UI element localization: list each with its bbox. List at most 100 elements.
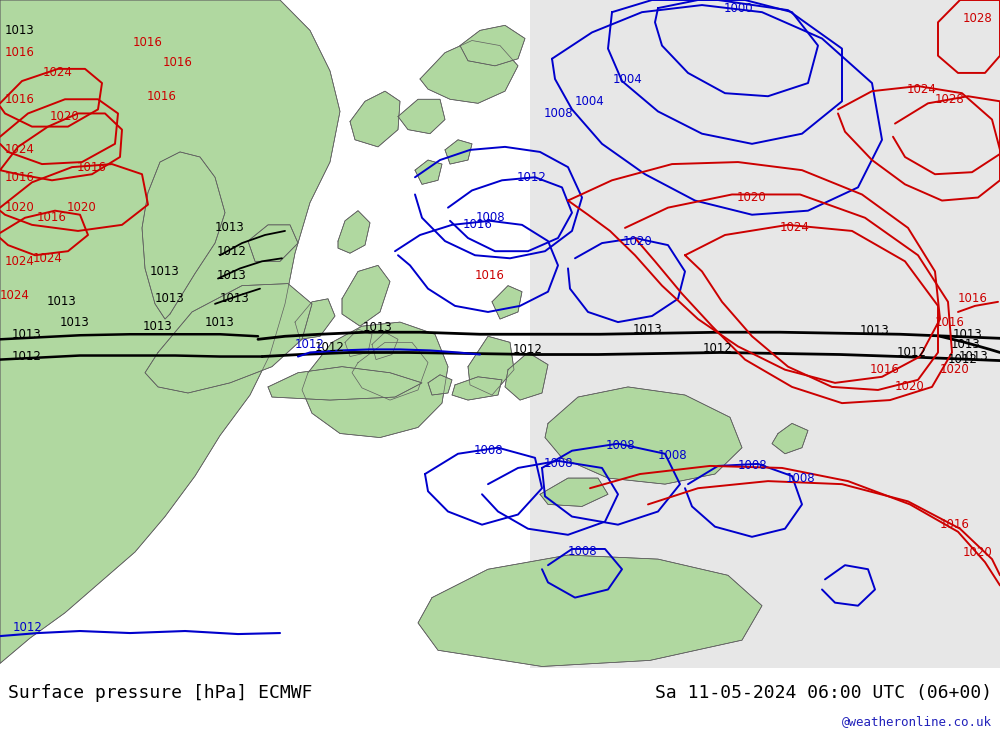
Text: 1016: 1016	[958, 292, 988, 306]
Polygon shape	[0, 0, 340, 663]
Text: 1012: 1012	[513, 343, 543, 356]
Text: 1016: 1016	[147, 89, 177, 103]
Polygon shape	[342, 265, 390, 326]
Text: 1016: 1016	[463, 218, 493, 232]
Text: 1024: 1024	[0, 290, 30, 302]
Text: 1024: 1024	[780, 221, 810, 235]
Text: 1008: 1008	[605, 439, 635, 452]
Text: 1013: 1013	[12, 328, 42, 341]
Text: 1013: 1013	[150, 265, 180, 278]
Text: 1012: 1012	[217, 245, 247, 258]
Text: 1020: 1020	[623, 235, 653, 248]
Polygon shape	[142, 152, 225, 319]
Polygon shape	[345, 329, 372, 356]
Text: 1012: 1012	[517, 171, 547, 184]
Text: 1013: 1013	[60, 316, 90, 328]
Text: 1016: 1016	[475, 269, 505, 282]
Polygon shape	[338, 210, 370, 253]
Text: 1020: 1020	[50, 110, 80, 123]
Polygon shape	[772, 424, 808, 454]
Polygon shape	[352, 342, 428, 400]
Text: 1013: 1013	[953, 328, 983, 341]
Text: 1028: 1028	[963, 12, 993, 25]
Text: 1012: 1012	[703, 342, 733, 355]
Text: 1012: 1012	[948, 353, 978, 366]
Polygon shape	[302, 322, 448, 438]
Polygon shape	[468, 336, 514, 395]
Polygon shape	[545, 387, 742, 485]
Polygon shape	[415, 160, 442, 184]
Polygon shape	[428, 375, 452, 395]
Text: 1020: 1020	[737, 191, 767, 204]
Text: 1013: 1013	[215, 221, 245, 235]
Text: 1020: 1020	[67, 201, 97, 214]
Text: 1012: 1012	[315, 341, 345, 354]
Text: 1013: 1013	[958, 350, 988, 363]
Polygon shape	[492, 286, 522, 319]
Text: 1012: 1012	[295, 338, 325, 351]
Text: Sa 11-05-2024 06:00 UTC (06+00): Sa 11-05-2024 06:00 UTC (06+00)	[655, 684, 992, 702]
Text: 1020: 1020	[895, 380, 925, 394]
Text: 1004: 1004	[613, 73, 643, 86]
Text: 1004: 1004	[575, 95, 605, 108]
Polygon shape	[295, 299, 335, 339]
Polygon shape	[418, 555, 762, 666]
Polygon shape	[460, 26, 525, 66]
Text: 1013: 1013	[860, 324, 890, 336]
Text: 1016: 1016	[37, 211, 67, 224]
Polygon shape	[398, 99, 445, 133]
Polygon shape	[372, 332, 398, 360]
Text: Surface pressure [hPa] ECMWF: Surface pressure [hPa] ECMWF	[8, 684, 312, 702]
Polygon shape	[445, 140, 472, 164]
Text: 1012: 1012	[13, 622, 43, 635]
Text: 1013: 1013	[950, 338, 980, 351]
Text: 1020: 1020	[5, 201, 35, 214]
Text: 1016: 1016	[940, 518, 970, 531]
Text: 1013: 1013	[217, 269, 247, 282]
Text: 1013: 1013	[5, 24, 35, 37]
Text: 1024: 1024	[5, 144, 35, 156]
Polygon shape	[452, 377, 502, 400]
Polygon shape	[420, 40, 518, 103]
Text: 1008: 1008	[543, 457, 573, 471]
Text: 1008: 1008	[543, 107, 573, 120]
Text: 1020: 1020	[940, 363, 970, 376]
Text: 1008: 1008	[567, 545, 597, 558]
Text: 1013: 1013	[205, 316, 235, 328]
Polygon shape	[268, 366, 422, 400]
Text: 1016: 1016	[870, 363, 900, 376]
Text: @weatheronline.co.uk: @weatheronline.co.uk	[842, 715, 992, 728]
Polygon shape	[350, 91, 400, 147]
Polygon shape	[540, 478, 608, 507]
Text: 1016: 1016	[163, 56, 193, 70]
Text: 1013: 1013	[143, 320, 173, 333]
Text: 1016: 1016	[5, 171, 35, 184]
Text: 1013: 1013	[363, 320, 393, 334]
Text: 1028: 1028	[935, 93, 965, 106]
Text: 1024: 1024	[33, 251, 63, 265]
Text: 1008: 1008	[785, 471, 815, 485]
Polygon shape	[248, 225, 298, 262]
Text: 1008: 1008	[473, 444, 503, 457]
Text: 1024: 1024	[43, 67, 73, 79]
Text: 1000: 1000	[723, 1, 753, 15]
Text: 1016: 1016	[77, 161, 107, 174]
Text: 1024: 1024	[907, 83, 937, 95]
Text: 1013: 1013	[633, 323, 663, 336]
Polygon shape	[530, 0, 1000, 668]
Text: 1016: 1016	[133, 36, 163, 49]
Text: 1013: 1013	[220, 292, 250, 306]
Text: 1008: 1008	[657, 449, 687, 463]
Text: 1013: 1013	[155, 292, 185, 306]
Polygon shape	[145, 284, 312, 393]
Text: 1020: 1020	[962, 545, 992, 559]
Text: 1024: 1024	[5, 255, 35, 268]
Text: 1013: 1013	[47, 295, 77, 309]
Text: 1016: 1016	[5, 46, 35, 59]
Text: 1016: 1016	[935, 316, 965, 328]
Text: 1012: 1012	[12, 350, 42, 363]
Text: 1008: 1008	[737, 460, 767, 473]
Text: 1016: 1016	[5, 93, 35, 106]
Polygon shape	[505, 353, 548, 400]
Text: 1012: 1012	[897, 346, 927, 359]
